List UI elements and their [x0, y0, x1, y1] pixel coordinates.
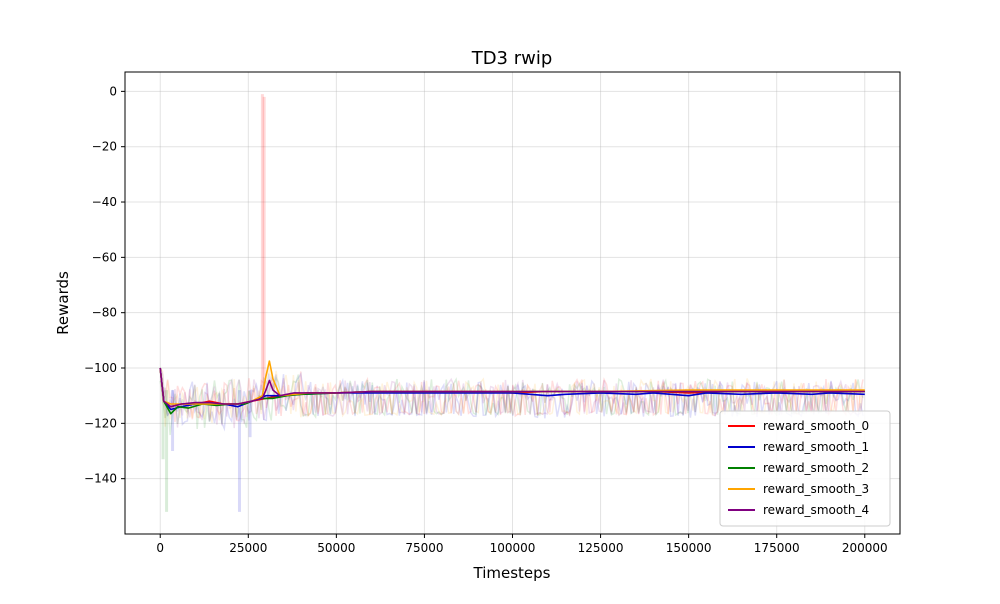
x-tick-label: 0	[156, 541, 164, 555]
x-tick-label: 75000	[405, 541, 443, 555]
chart-title: TD3 rwip	[471, 48, 553, 69]
legend-label: reward_smooth_4	[763, 503, 869, 517]
series-line-4	[159, 367, 865, 408]
x-tick-label: 175000	[754, 541, 800, 555]
x-tick-label: 200000	[842, 541, 888, 555]
y-tick-label: −20	[92, 140, 117, 154]
x-tick-label: 50000	[317, 541, 355, 555]
legend-label: reward_smooth_2	[763, 461, 869, 475]
y-tick-label: −40	[92, 195, 117, 209]
x-tick-label: 25000	[229, 541, 267, 555]
legend-label: reward_smooth_1	[763, 440, 869, 454]
legend-label: reward_smooth_3	[763, 482, 869, 496]
y-tick-label: −120	[84, 416, 117, 430]
x-axis-ticks: 0 25000 50000 75000 100000 125000 150000 175000…	[156, 534, 888, 555]
legend-label: reward_smooth_0	[763, 419, 869, 433]
y-tick-label: −80	[92, 306, 117, 320]
x-tick-label: 150000	[666, 541, 712, 555]
raw-trace	[159, 367, 864, 429]
legend: reward_smooth_0 reward_smooth_1 reward_smo…	[719, 410, 891, 527]
y-tick-label: −140	[84, 472, 117, 486]
x-tick-label: 125000	[578, 541, 624, 555]
y-axis-ticks: 0 −20 −40 −60 −80 −100 −120 −140	[84, 84, 125, 486]
legend-box	[719, 410, 891, 527]
y-tick-label: 0	[109, 84, 117, 98]
raw-trace	[159, 367, 864, 422]
y-tick-label: −100	[84, 361, 117, 375]
y-tick-label: −60	[92, 250, 117, 264]
series-lines	[159, 360, 865, 415]
x-tick-label: 100000	[490, 541, 536, 555]
x-axis-label: Timesteps	[473, 564, 551, 582]
grid	[125, 72, 900, 534]
y-axis-label: Rewards	[54, 271, 72, 335]
raw-trace	[159, 367, 864, 427]
